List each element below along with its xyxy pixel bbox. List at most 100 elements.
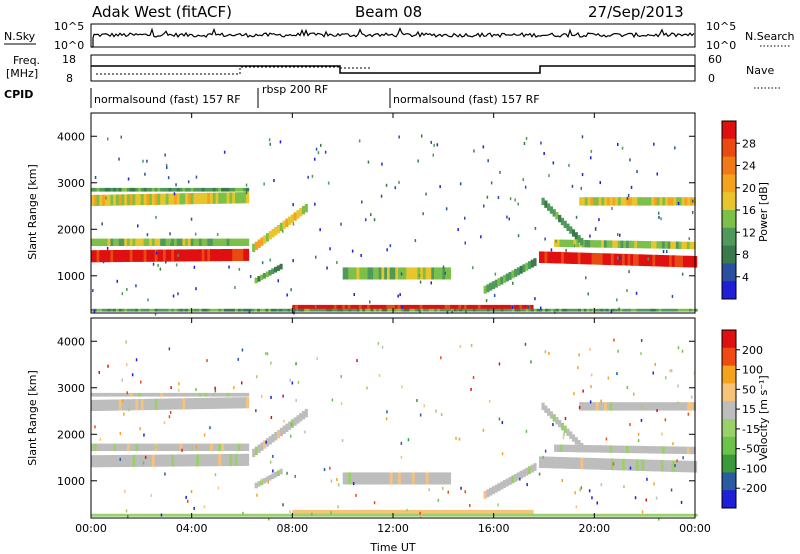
echo-cell bbox=[594, 513, 598, 517]
echo-cell bbox=[311, 304, 315, 310]
echo-speckle bbox=[527, 305, 530, 309]
echo-cell bbox=[491, 509, 495, 515]
echo-cell bbox=[292, 304, 296, 310]
echo-cell bbox=[414, 509, 418, 515]
echo-cell bbox=[165, 454, 169, 467]
echo-cell bbox=[609, 402, 613, 411]
echo-cell bbox=[257, 276, 261, 282]
echo-cell bbox=[295, 304, 299, 310]
echo-speckle bbox=[445, 207, 448, 211]
echo-cell bbox=[489, 282, 493, 291]
echo-cell bbox=[235, 397, 239, 409]
echo-cell bbox=[168, 238, 172, 246]
echo-cell bbox=[659, 197, 663, 206]
x-tick-label: 00:00 bbox=[75, 522, 107, 535]
echo-cell bbox=[593, 197, 597, 206]
echo-cell bbox=[279, 427, 283, 437]
echo-cell bbox=[659, 446, 663, 454]
echo-cell bbox=[525, 308, 529, 312]
echo-cell bbox=[367, 509, 371, 515]
echo-cell bbox=[354, 513, 358, 517]
echo-cell bbox=[637, 445, 641, 454]
echo-cell bbox=[223, 249, 228, 262]
echo-cell bbox=[426, 308, 430, 312]
echo-cell bbox=[96, 513, 100, 517]
y-tick-label: 4000 bbox=[57, 130, 85, 143]
echo-cell bbox=[624, 458, 628, 471]
echo-speckle bbox=[106, 246, 109, 250]
echo-cell bbox=[367, 472, 371, 485]
echo-speckle bbox=[508, 217, 510, 221]
echo-cell bbox=[624, 253, 628, 266]
echo-speckle bbox=[658, 215, 660, 219]
echo-cell bbox=[212, 454, 216, 467]
echo-cell bbox=[304, 513, 308, 517]
nsky-tick-top: 10^5 bbox=[54, 20, 84, 33]
echo-cell bbox=[684, 241, 688, 250]
echo-cell bbox=[187, 193, 192, 205]
echo-cell bbox=[129, 308, 133, 312]
echo-speckle bbox=[195, 287, 197, 291]
station-title: Adak West (fitACF) bbox=[92, 3, 232, 21]
echo-speckle bbox=[223, 150, 226, 154]
echo-cell bbox=[171, 513, 175, 517]
echo-cell bbox=[428, 472, 432, 485]
echo-cell bbox=[127, 249, 131, 262]
echo-cell bbox=[171, 193, 175, 205]
colorbar-tick-label: -15 bbox=[742, 423, 760, 436]
echo-cell bbox=[648, 241, 652, 249]
echo-cell bbox=[584, 402, 588, 411]
echo-cell bbox=[439, 304, 443, 310]
echo-cell bbox=[102, 513, 106, 517]
echo-speckle bbox=[272, 454, 274, 458]
echo-cell bbox=[502, 509, 506, 515]
echo-cell bbox=[689, 308, 693, 312]
echo-cell bbox=[201, 249, 205, 262]
echo-cell bbox=[226, 308, 230, 312]
echo-cell bbox=[336, 304, 340, 310]
echo-speckle bbox=[610, 309, 613, 313]
freq-panel bbox=[90, 54, 696, 82]
echo-cell bbox=[522, 509, 526, 515]
echo-cell bbox=[414, 513, 419, 517]
echo-cell bbox=[171, 392, 175, 397]
echo-speckle bbox=[676, 459, 678, 463]
echo-cell bbox=[486, 513, 491, 517]
echo-cell bbox=[329, 513, 333, 517]
echo-speckle bbox=[127, 177, 130, 181]
echo-cell bbox=[588, 252, 592, 265]
echo-cell bbox=[577, 235, 581, 243]
colorbar-tick-label: -200 bbox=[742, 482, 767, 495]
cpid-mode-2: rbsp 200 RF bbox=[262, 83, 328, 96]
echo-cell bbox=[190, 193, 194, 205]
echo-cell bbox=[91, 455, 95, 468]
echo-cell bbox=[662, 197, 666, 206]
echo-cell bbox=[163, 193, 167, 205]
echo-cell bbox=[91, 187, 95, 192]
echo-cell bbox=[583, 513, 587, 517]
echo-speckle bbox=[629, 423, 631, 427]
echo-cell bbox=[274, 432, 278, 441]
echo-cell bbox=[530, 304, 534, 310]
echo-cell bbox=[497, 308, 502, 312]
echo-cell bbox=[590, 240, 594, 248]
echo-cell bbox=[647, 308, 651, 312]
echo-cell bbox=[160, 392, 164, 397]
echo-cell bbox=[595, 240, 599, 248]
echo-cell bbox=[143, 249, 147, 262]
colorbar-tick-label: 100 bbox=[742, 364, 763, 377]
echo-cell bbox=[409, 513, 413, 517]
echo-cell bbox=[417, 513, 421, 517]
echo-cell bbox=[132, 249, 136, 262]
echo-speckle bbox=[548, 351, 550, 355]
echo-cell bbox=[132, 308, 136, 312]
echo-cell bbox=[342, 267, 346, 280]
echo-cell bbox=[350, 304, 354, 310]
echo-cell bbox=[193, 249, 197, 262]
echo-cell bbox=[589, 308, 593, 312]
echo-cell bbox=[118, 250, 122, 263]
echo-cell bbox=[384, 513, 388, 517]
echo-cell bbox=[154, 193, 158, 205]
echo-speckle bbox=[146, 233, 149, 237]
echo-cell bbox=[223, 308, 228, 312]
